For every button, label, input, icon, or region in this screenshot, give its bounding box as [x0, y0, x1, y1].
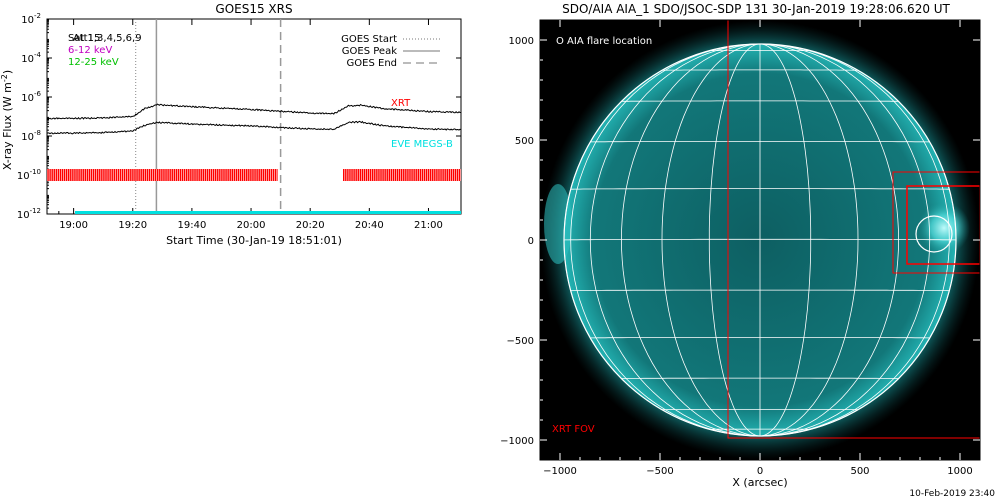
aia-y-tick-label: −500 — [507, 336, 534, 347]
aia-y-tick-label: −1000 — [500, 436, 534, 447]
aia-x-tick-label: 500 — [850, 466, 869, 477]
channel-legend: Sat 15 Att1,3,4,5,6,9 6-12 keV 12-25 keV — [68, 33, 142, 68]
aia-x-label: X (arcsec) — [732, 476, 787, 489]
render-timestamp: 10-Feb-2019 23:40 — [909, 489, 995, 499]
xrt-fov-label: XRT FOV — [552, 424, 595, 435]
xrt-coverage-bar — [342, 169, 461, 181]
x-tick-label: 21:00 — [414, 220, 443, 231]
aia-y-tick-label: 500 — [515, 136, 534, 147]
legend-goes-end: GOES End — [347, 58, 397, 69]
lightcurve-title: GOES15 XRS — [215, 2, 292, 16]
xrt-coverage-bar — [47, 169, 278, 181]
flux-line — [47, 103, 461, 120]
y-tick-label: 10-8 — [21, 129, 41, 143]
x-tick-label: 19:20 — [118, 220, 147, 231]
goes-event-lines — [135, 19, 282, 214]
aia-axes: −1000 −500 0 500 1000 1000 500 0 −500 −1000 — [500, 20, 980, 477]
x-tick-label: 20:20 — [296, 220, 325, 231]
legend-6-12kev: 6-12 keV — [68, 45, 112, 56]
flux-line — [47, 120, 461, 135]
xrt-fov-medium-box — [892, 171, 980, 274]
flux-series — [47, 103, 461, 135]
parallel-line — [590, 336, 930, 339]
parallel-line — [564, 238, 956, 241]
legend-12-25kev: 12-25 keV — [68, 57, 119, 68]
parallel-line — [621, 377, 899, 380]
y-tick-label: 10-2 — [21, 12, 41, 26]
solar-limb — [563, 43, 957, 437]
legend-sat-label: Sat 15 — [68, 33, 100, 44]
y-tick-label: 10-4 — [21, 51, 41, 65]
x-tick-label: 19:00 — [59, 220, 88, 231]
lightcurve-y-label: X-ray Flux (W m-2) — [0, 70, 14, 170]
y-tick-label: 10-10 — [17, 168, 41, 182]
xrt-fov-large-box — [727, 20, 980, 439]
eve-coverage-bar — [75, 211, 461, 214]
limb-brightening-east — [544, 184, 572, 264]
aia-flare-marker — [915, 215, 953, 253]
eve-coverage-label: EVE MEGS-B — [391, 139, 453, 150]
xrt-coverage-label: XRT — [391, 98, 411, 109]
parallel-line — [570, 188, 950, 190]
lightcurve-x-label: Start Time (30-Jan-19 18:51:01) — [166, 234, 342, 247]
aia-y-tick-label: 1000 — [509, 36, 534, 47]
legend-attenuator-label: Att1,3,4,5,6,9 — [73, 33, 142, 44]
parallel-line — [590, 140, 930, 143]
legend-goes-peak: GOES Peak — [342, 46, 397, 57]
aia-x-tick-label: 1000 — [947, 466, 972, 477]
coverage-bars — [47, 169, 461, 214]
goes-lightcurve-chart: GOES15 XRS 10-2 10-4 10-6 10-8 10-10 10-12 19… — [0, 2, 462, 247]
event-legend: GOES Start GOES Peak GOES End — [341, 34, 440, 69]
y-tick-label: 10-12 — [17, 207, 41, 221]
aia-image-chart: SDO/AIA AIA_1 SDO/JSOC-SDP 131 30-Jan-20… — [500, 2, 981, 489]
aia-y-tick-label: 0 — [528, 236, 534, 247]
x-tick-label: 20:40 — [355, 220, 384, 231]
legend-goes-start: GOES Start — [341, 34, 397, 45]
parallel-line — [621, 100, 899, 102]
heliographic-grid — [563, 43, 957, 437]
y-tick-label: 10-6 — [21, 90, 41, 104]
aia-flare-legend: O AIA flare location — [556, 36, 652, 47]
aia-x-tick-label: −500 — [646, 466, 673, 477]
xrt-fov-boxes — [727, 20, 980, 439]
aia-x-tick-label: 0 — [757, 466, 763, 477]
xrt-fov-small-box — [906, 185, 980, 265]
lightcurve-x-axis: 19:00 19:20 19:40 20:00 20:20 20:40 21:00 — [58, 19, 459, 231]
x-tick-label: 20:00 — [237, 220, 266, 231]
aia-x-tick-label: −1000 — [543, 466, 577, 477]
x-tick-label: 19:40 — [177, 220, 206, 231]
aia-image-title: SDO/AIA AIA_1 SDO/JSOC-SDP 131 30-Jan-20… — [562, 2, 950, 16]
flare-brightening — [918, 202, 970, 254]
parallel-line — [570, 289, 950, 292]
